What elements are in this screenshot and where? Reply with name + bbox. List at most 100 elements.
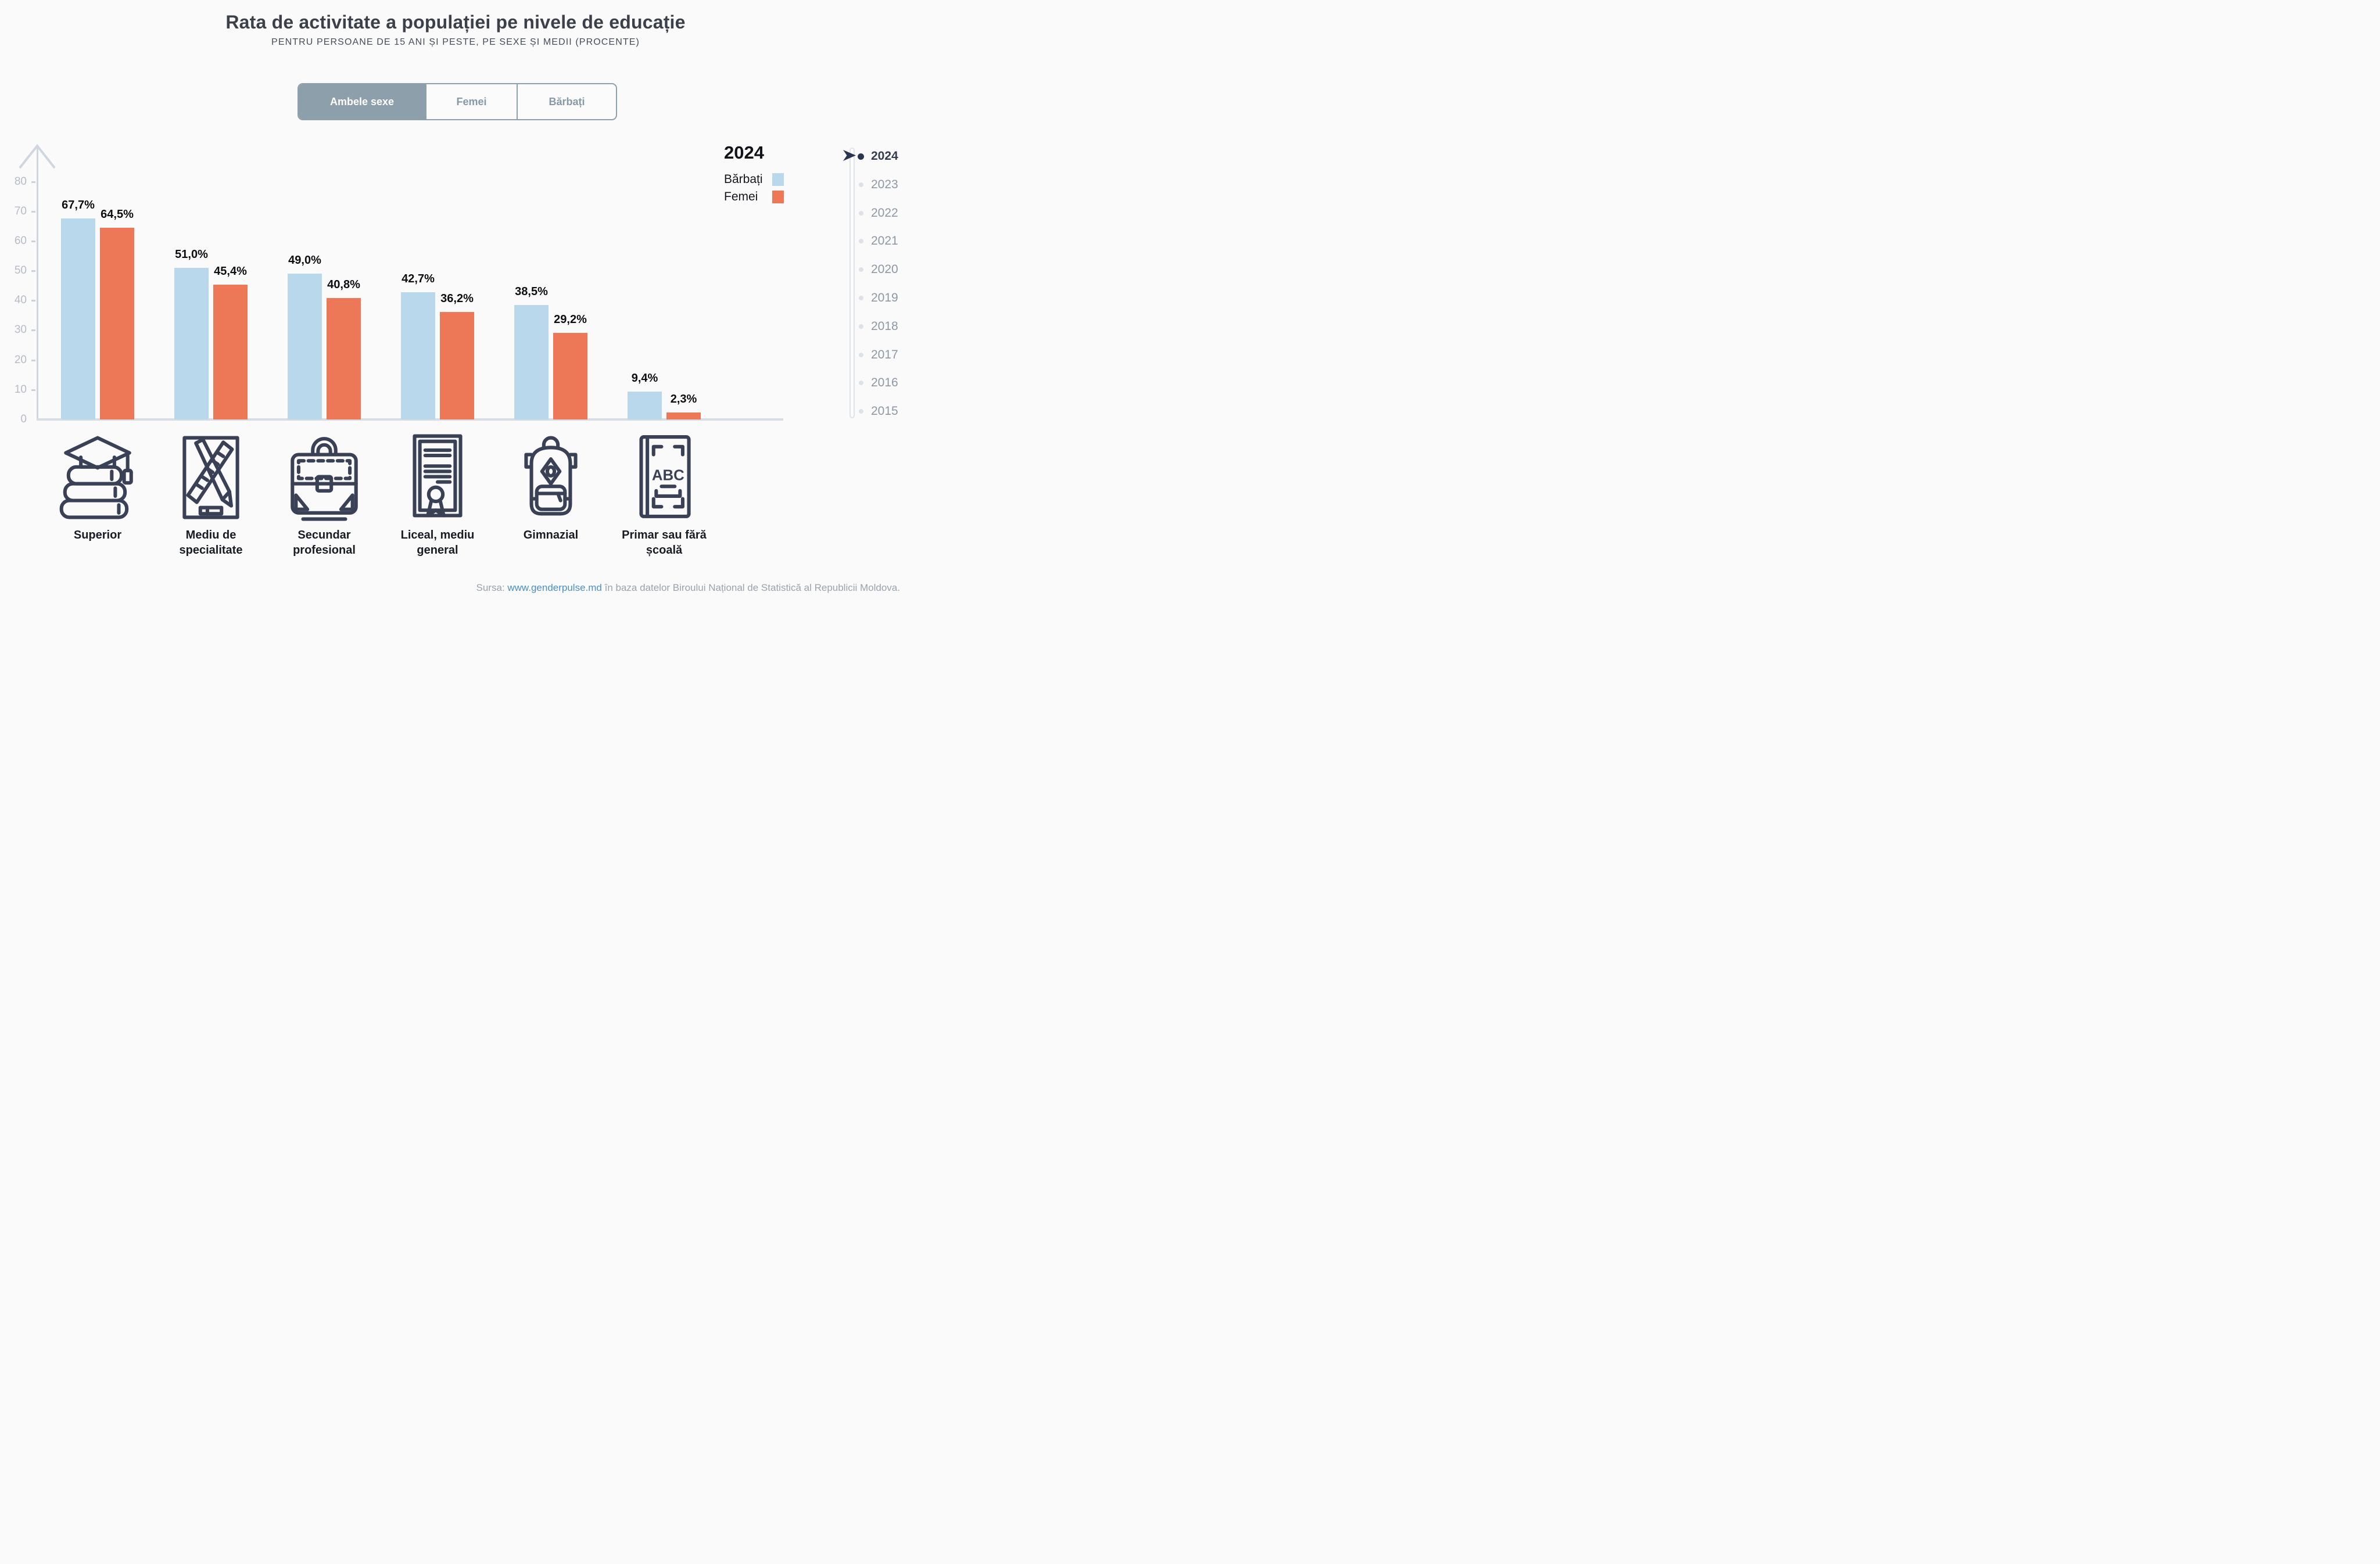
category-mediu-de-specialitate: Mediu de specialitate bbox=[153, 433, 269, 558]
y-tick-label: 40 bbox=[14, 294, 27, 307]
tab-ambele-sexe[interactable]: Ambele sexe bbox=[299, 84, 426, 119]
bar-barbati-primar-sau-fara-scoala bbox=[628, 392, 662, 419]
y-tick-label: 30 bbox=[14, 324, 27, 336]
y-tick-mark bbox=[31, 389, 35, 391]
y-tick-label: 70 bbox=[14, 205, 27, 217]
legend-year: 2024 bbox=[724, 142, 764, 163]
timeline-dot-2023 bbox=[859, 182, 863, 187]
bar-barbati-superior bbox=[61, 218, 95, 419]
briefcase-icon bbox=[291, 437, 358, 521]
legend-swatch-barbati bbox=[772, 173, 784, 186]
category-gimnazial: Gimnazial bbox=[493, 433, 609, 543]
y-axis-arrow-icon bbox=[19, 144, 56, 169]
category-primar-sau-fara-scoala: ABC Primar sau fără școală bbox=[606, 433, 722, 558]
y-axis-line bbox=[37, 146, 38, 419]
y-tick-mark bbox=[31, 240, 35, 242]
y-tick-mark bbox=[31, 181, 35, 183]
category-secundar-profesional: Secundar profesional bbox=[266, 433, 382, 558]
current-year-cursor-icon bbox=[843, 150, 856, 161]
tab-barbati[interactable]: Bărbați bbox=[518, 84, 616, 119]
timeline-year-2017[interactable]: 2017 bbox=[871, 347, 898, 361]
category-label: Liceal, mediu general bbox=[400, 529, 475, 557]
source-link[interactable]: www.genderpulse.md bbox=[507, 582, 602, 593]
timeline-year-2022[interactable]: 2022 bbox=[871, 206, 898, 220]
bar-barbati-mediu-de-specialitate bbox=[174, 268, 209, 419]
x-axis-line bbox=[37, 418, 783, 421]
legend-item-label: Bărbați bbox=[724, 172, 763, 186]
timeline-year-2020[interactable]: 2020 bbox=[871, 263, 898, 277]
category-label: Secundar profesional bbox=[293, 529, 356, 557]
timeline-dot-2018 bbox=[859, 324, 863, 329]
legend-item-femei: Femei bbox=[724, 190, 784, 203]
y-tick-label: 10 bbox=[14, 383, 27, 396]
bar-femei-secundar-profesional bbox=[327, 298, 361, 419]
year-timeline-track bbox=[850, 148, 855, 418]
category-label: Superior bbox=[73, 529, 122, 541]
legend-item-barbati: Bărbați bbox=[724, 173, 784, 186]
timeline-year-2015[interactable]: 2015 bbox=[871, 404, 898, 418]
y-tick-label: 80 bbox=[14, 175, 27, 188]
timeline-dot-2021 bbox=[859, 239, 863, 244]
legend-item-label: Femei bbox=[724, 189, 758, 203]
bar-femei-mediu-de-specialitate bbox=[213, 285, 248, 419]
tab-femei[interactable]: Femei bbox=[426, 84, 518, 119]
bar-barbati-secundar-profesional bbox=[288, 274, 322, 419]
timeline-year-2019[interactable]: 2019 bbox=[871, 291, 898, 304]
category-superior: Superior bbox=[40, 433, 156, 543]
bar-barbati-gimnazial bbox=[514, 305, 549, 419]
timeline-year-2016[interactable]: 2016 bbox=[871, 376, 898, 390]
category-label: Primar sau fără școală bbox=[622, 529, 707, 557]
graduation-books-icon bbox=[59, 436, 133, 519]
y-tick-label: 20 bbox=[14, 353, 27, 366]
y-tick-mark bbox=[31, 300, 35, 302]
timeline-dot-2019 bbox=[859, 296, 863, 300]
timeline-dot-2022 bbox=[859, 210, 863, 216]
page-title: Rata de activitate a populației pe nivel… bbox=[225, 12, 686, 33]
activity-rate-chart-page: Rata de activitate a populației pe nivel… bbox=[0, 0, 911, 599]
timeline-year-2023[interactable]: 2023 bbox=[871, 177, 898, 191]
category-label: Gimnazial bbox=[523, 529, 579, 541]
timeline-dot-2016 bbox=[859, 381, 863, 386]
abc-book-icon: ABC bbox=[639, 435, 691, 518]
bar-femei-gimnazial bbox=[553, 333, 587, 419]
y-tick-mark bbox=[31, 359, 35, 361]
bar-femei-liceal-mediu-general bbox=[440, 312, 474, 419]
bar-value-barbati-primar-sau-fara-scoala: 9,4% bbox=[631, 372, 658, 385]
sex-filter-tabs: Ambele sexe Femei Bărbați bbox=[298, 83, 617, 120]
bar-value-barbati-secundar-profesional: 49,0% bbox=[288, 254, 321, 267]
bar-value-barbati-liceal-mediu-general: 42,7% bbox=[402, 272, 435, 285]
bar-value-femei-gimnazial: 29,2% bbox=[554, 313, 587, 326]
diploma-icon bbox=[413, 434, 463, 518]
bar-femei-primar-sau-fara-scoala bbox=[666, 412, 701, 419]
timeline-dot-2020 bbox=[859, 267, 863, 272]
source-prefix: Sursa: bbox=[476, 582, 508, 593]
y-tick-label: 0 bbox=[20, 413, 27, 425]
pencil-ruler-icon bbox=[182, 436, 239, 519]
svg-text:ABC: ABC bbox=[652, 468, 684, 484]
page-subtitle: PENTRU PERSOANE DE 15 ANI ȘI PESTE, PE S… bbox=[271, 37, 640, 47]
timeline-dot-2024 bbox=[858, 153, 864, 160]
source-note: Sursa: www.genderpulse.md în baza datelo… bbox=[476, 582, 900, 594]
timeline-year-2018[interactable]: 2018 bbox=[871, 319, 898, 333]
bar-value-femei-mediu-de-specialitate: 45,4% bbox=[214, 265, 247, 278]
bar-value-femei-secundar-profesional: 40,8% bbox=[327, 278, 360, 291]
category-label: Mediu de specialitate bbox=[179, 529, 243, 557]
bar-value-barbati-mediu-de-specialitate: 51,0% bbox=[175, 248, 208, 261]
timeline-year-2024[interactable]: 2024 bbox=[871, 149, 898, 163]
y-tick-mark bbox=[31, 270, 35, 272]
bar-barbati-liceal-mediu-general bbox=[401, 292, 435, 419]
y-tick-mark bbox=[31, 329, 35, 332]
y-tick-mark bbox=[31, 210, 35, 213]
bar-value-barbati-superior: 67,7% bbox=[62, 199, 95, 211]
timeline-year-2021[interactable]: 2021 bbox=[871, 234, 898, 248]
legend: 2024 Bărbați Femei bbox=[724, 143, 784, 207]
category-liceal-mediu-general: Liceal, mediu general bbox=[379, 433, 496, 558]
timeline-dot-2015 bbox=[859, 409, 863, 414]
bar-value-femei-liceal-mediu-general: 36,2% bbox=[440, 292, 474, 305]
bar-value-barbati-gimnazial: 38,5% bbox=[515, 285, 548, 298]
legend-swatch-femei bbox=[772, 190, 784, 203]
timeline-dot-2017 bbox=[859, 352, 863, 357]
bar-femei-superior bbox=[100, 228, 134, 419]
bar-value-femei-superior: 64,5% bbox=[101, 208, 134, 221]
bar-value-femei-primar-sau-fara-scoala: 2,3% bbox=[670, 393, 697, 406]
